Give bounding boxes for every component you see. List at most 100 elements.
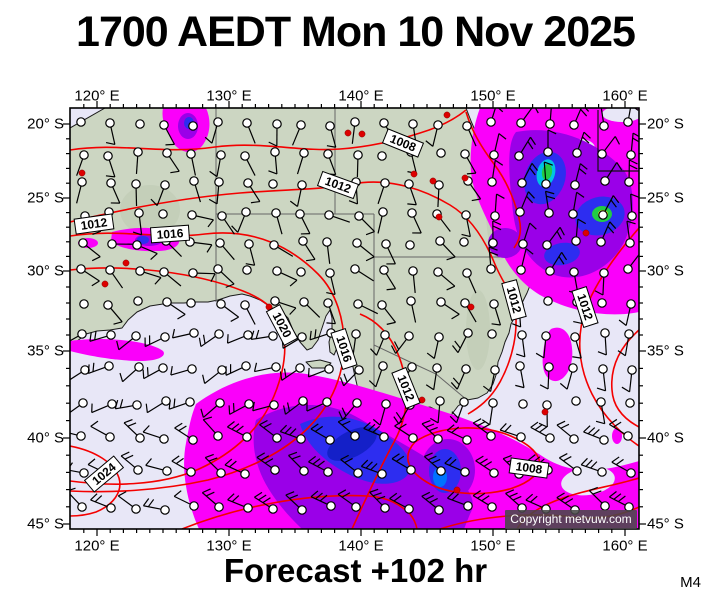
station-circle — [268, 504, 278, 514]
wind-barb — [394, 420, 418, 443]
barb-feather — [259, 419, 268, 426]
wind-barb — [213, 264, 235, 288]
barb-staff — [379, 407, 386, 426]
wind-barb — [621, 365, 637, 393]
wind-barb — [186, 149, 197, 176]
wind-barb — [269, 240, 294, 257]
station-circle — [186, 149, 196, 159]
barb-staff — [165, 128, 175, 145]
wind-barb — [599, 108, 609, 131]
wind-barb — [159, 267, 182, 287]
barb-staff — [166, 274, 182, 287]
barb-feather — [451, 493, 459, 501]
station-circle — [404, 179, 414, 189]
barb-staff — [629, 253, 639, 267]
barb-feather — [509, 492, 518, 498]
barb-staff — [505, 492, 520, 506]
barb-feather — [494, 159, 504, 166]
barb-staff — [193, 241, 212, 246]
barb-feather — [205, 453, 214, 459]
station-dot-red — [78, 169, 86, 177]
barb-staff — [469, 183, 482, 200]
station-circle — [543, 147, 553, 157]
station-circle — [433, 120, 443, 130]
station-circle — [242, 265, 252, 275]
station-circle — [185, 397, 195, 407]
barb-staff — [301, 217, 311, 234]
boundary-line — [597, 110, 639, 172]
latitude-label-left: 40° S — [27, 429, 64, 447]
barb-staff — [90, 425, 107, 436]
wind-barb — [435, 236, 456, 261]
wind-barb — [625, 398, 635, 408]
barb-feather — [390, 345, 397, 354]
station-circle — [515, 361, 525, 371]
station-circle — [354, 211, 364, 221]
barb-feather — [561, 252, 568, 261]
station-circle — [518, 239, 528, 249]
barb-feather — [451, 313, 460, 320]
barb-feather — [629, 164, 638, 170]
station-circle — [516, 118, 526, 128]
barb-feather — [262, 497, 271, 504]
barb-feather — [90, 493, 98, 501]
station-circle — [351, 329, 361, 339]
wind-barb — [407, 208, 422, 234]
wind-barb — [489, 133, 507, 160]
wind-barb — [570, 332, 582, 359]
station-circle — [541, 331, 551, 341]
barb-staff — [603, 136, 616, 152]
barb-feather — [386, 321, 396, 325]
barb-feather — [245, 263, 255, 266]
station-circle — [188, 435, 198, 445]
wind-barb — [323, 298, 336, 325]
barb-feather — [527, 454, 536, 461]
wind-barb — [611, 456, 636, 478]
barb-feather — [231, 495, 240, 503]
barb-staff — [444, 462, 462, 471]
station-circle — [215, 398, 225, 408]
barb-feather — [142, 498, 150, 507]
station-circle — [187, 364, 197, 374]
barb-feather — [580, 457, 588, 466]
wind-barb — [168, 397, 195, 410]
wind-barb — [370, 330, 390, 356]
barb-staff — [308, 461, 325, 471]
barb-staff — [520, 191, 529, 209]
station-dot-red — [429, 177, 437, 185]
wind-barb — [426, 332, 444, 359]
wind-barb — [569, 108, 590, 130]
wind-barb — [254, 491, 278, 514]
barb-feather — [339, 377, 345, 386]
barb-feather — [451, 345, 459, 353]
station-circle — [434, 505, 444, 515]
barb-feather — [611, 456, 620, 463]
barb-feather — [632, 132, 639, 138]
barb-feather — [283, 368, 287, 378]
wind-barb — [377, 300, 396, 325]
barb-feather — [596, 387, 606, 392]
station-circle — [568, 363, 578, 373]
barb-feather — [372, 492, 382, 497]
wind-barb — [353, 299, 379, 315]
wind-barb — [187, 210, 214, 228]
wind-barb — [299, 297, 321, 318]
station-circle — [297, 332, 307, 342]
station-circle — [460, 298, 470, 308]
isobar-label: 1016 — [149, 224, 191, 244]
barb-staff — [138, 216, 143, 235]
longitude-label-bottom: 120° E — [74, 537, 120, 555]
barb-feather — [369, 488, 379, 493]
barb-feather — [202, 334, 206, 344]
station-circle — [270, 296, 280, 306]
barb-staff — [142, 431, 161, 439]
wind-barb — [597, 298, 607, 308]
precipitation-area — [544, 242, 580, 266]
station-dot-red — [435, 213, 443, 221]
station-circle — [623, 117, 633, 127]
longitude-label-bottom: 140° E — [338, 537, 384, 555]
wind-barb — [391, 453, 416, 475]
wind-barb — [114, 399, 142, 410]
station-circle — [134, 208, 144, 218]
station-circle — [463, 328, 473, 338]
